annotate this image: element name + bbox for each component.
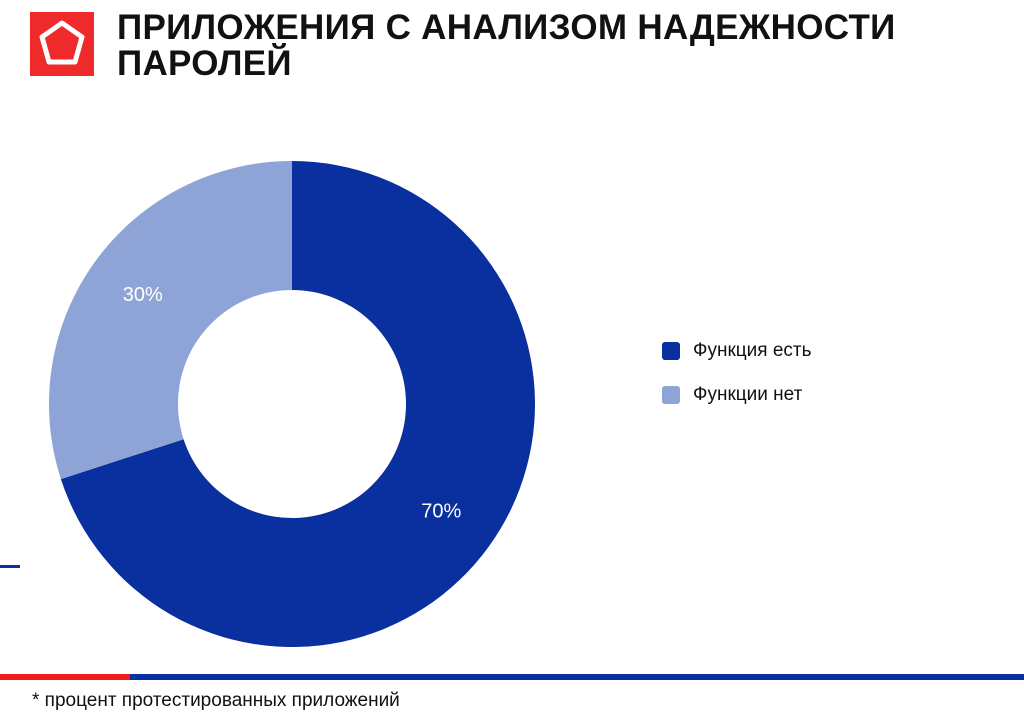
- legend-item-yes: Функция есть: [662, 340, 811, 362]
- donut-slice-yes: [60, 161, 536, 647]
- legend-item-no: Функции нет: [662, 384, 811, 406]
- slice-label-yes: 70%: [421, 501, 461, 523]
- donut-chart: 70% 30%: [48, 161, 536, 647]
- slice-label-no: 30%: [123, 284, 163, 306]
- pentagon-icon: [39, 20, 85, 65]
- title-line-2: ПАРОЛЕЙ: [117, 44, 292, 83]
- chart-legend: Функция есть Функции нет: [662, 340, 811, 428]
- legend-swatch-no: [662, 386, 680, 404]
- legend-label-yes: Функция есть: [693, 340, 812, 361]
- footer-bar-blue: [130, 674, 1024, 680]
- footer-bar-red: [0, 674, 130, 680]
- donut-slice-no: [48, 161, 292, 480]
- legend-swatch-yes: [662, 342, 680, 360]
- side-accent-line: [0, 565, 20, 568]
- title-line-1: ПРИЛОЖЕНИЯ С АНАЛИЗОМ НАДЕЖНОСТИ: [117, 8, 896, 47]
- logo: [30, 12, 94, 76]
- page-title: ПРИЛОЖЕНИЯ С АНАЛИЗОМ НАДЕЖНОСТИ ПАРОЛЕЙ: [117, 10, 896, 82]
- legend-label-no: Функции нет: [693, 384, 803, 405]
- footnote: * процент протестированных приложений: [32, 690, 400, 711]
